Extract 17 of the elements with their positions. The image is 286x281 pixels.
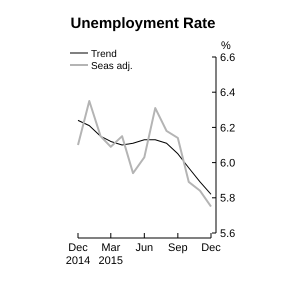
y-tick-label: 6.6	[220, 52, 236, 64]
legend-label: Seas adj.	[91, 61, 133, 72]
line-series	[78, 120, 212, 195]
y-tick-label: 6.2	[220, 122, 236, 134]
x-tick-label: Mar 2015	[98, 242, 124, 267]
y-tick-label: 6.4	[220, 87, 236, 100]
x-tick-label: Sep	[168, 242, 188, 254]
chart-title: Unemployment Rate	[70, 15, 216, 32]
y-axis-title: %	[221, 40, 231, 52]
y-tick-label: 5.8	[220, 192, 236, 205]
line-series	[77, 100, 212, 208]
y-tick-label: 6.0	[220, 157, 236, 170]
x-tick-label: Jun	[135, 242, 154, 254]
x-tick-label: Dec 2014	[66, 242, 90, 267]
x-tick-label: Dec	[201, 242, 222, 254]
legend-label: Trend	[91, 49, 117, 60]
y-tick-label: 5.6	[220, 228, 236, 240]
